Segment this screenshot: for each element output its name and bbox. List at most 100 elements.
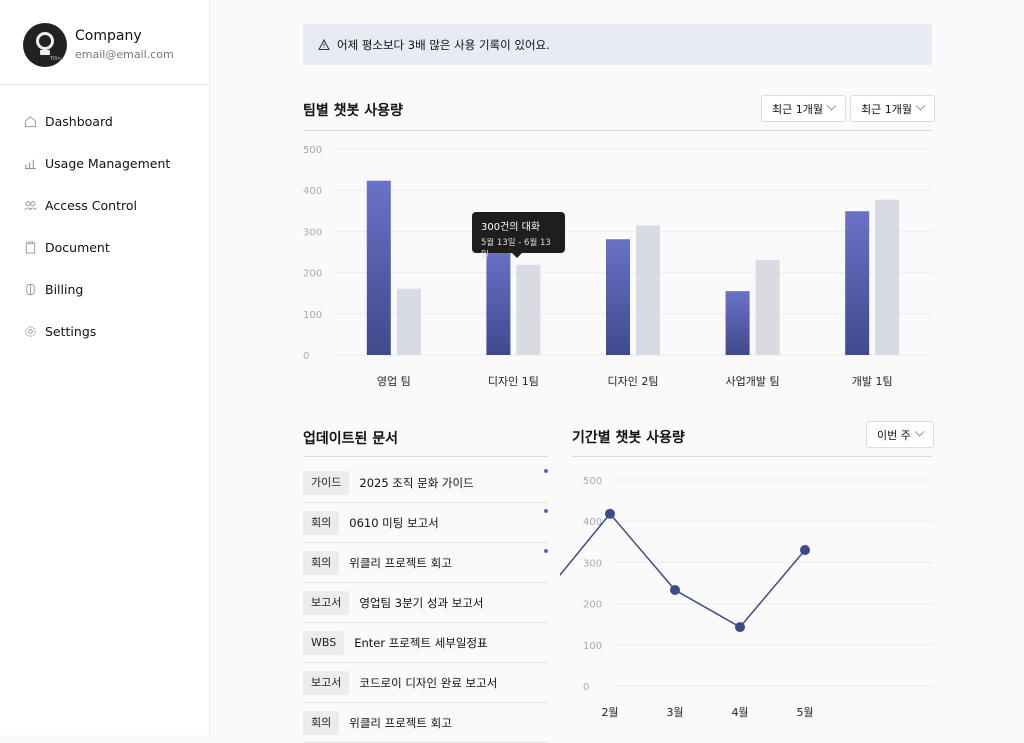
divider xyxy=(303,130,932,131)
y-tick-label: 300 xyxy=(583,558,602,569)
y-tick-label: 400 xyxy=(583,517,602,528)
doc-tag: 보고서 xyxy=(303,670,350,695)
doc-title: Enter 프로젝트 세부일정표 xyxy=(354,635,488,650)
sidebar-item-billing[interactable]: Billing xyxy=(0,268,209,310)
sidebar-item-label: Billing xyxy=(45,281,84,297)
x-tick-label: 2월 xyxy=(601,706,618,719)
divider xyxy=(303,456,548,457)
bar-tooltip: 300건의 대화 5월 13일 - 6월 13일 xyxy=(472,212,565,260)
doc-row[interactable]: 보고서 코드로이 디자인 완료 보고서 xyxy=(303,663,548,703)
doc-tag: WBS xyxy=(303,630,345,655)
sidebar-item-dashboard[interactable]: Dashboard xyxy=(0,100,209,142)
y-tick-label: 0 xyxy=(583,682,589,693)
sidebar-item-label: Settings xyxy=(45,323,97,339)
doc-tag: 회의 xyxy=(303,510,340,535)
sidebar-item-settings[interactable]: Settings xyxy=(0,310,209,352)
clipboard-icon xyxy=(25,240,36,254)
doc-row[interactable]: 회의 0610 미팅 보고서 xyxy=(303,503,548,543)
doc-title: 위클리 프로젝트 회고 xyxy=(349,555,452,570)
bar[interactable] xyxy=(755,260,780,355)
chevron-down-icon xyxy=(914,426,925,437)
doc-row[interactable]: 회의 위클리 프로젝트 회고 xyxy=(303,543,548,583)
sidebar-item-label: Access Control xyxy=(45,197,137,213)
y-tick-label: 0 xyxy=(303,351,309,362)
sidebar-item-label: Dashboard xyxy=(45,113,113,129)
chevron-down-icon xyxy=(826,100,837,111)
bar[interactable] xyxy=(606,239,630,355)
docs-list: 가이드 2025 조직 문화 가이드 회의 0610 미팅 보고서 회의 위클리 프로젝트… xyxy=(303,463,548,743)
x-tick-label: 개발 1팀 xyxy=(852,375,893,388)
doc-tag: 가이드 xyxy=(303,470,350,495)
y-tick-label: 200 xyxy=(583,600,602,611)
doc-tag: 보고서 xyxy=(303,590,350,615)
data-point[interactable] xyxy=(670,585,680,596)
x-tick-label: 사업개발 팀 xyxy=(726,375,780,388)
doc-title: 2025 조직 문화 가이드 xyxy=(359,475,474,490)
sidebar-nav: Dashboard Usage Management Access Contro… xyxy=(0,100,209,352)
y-tick-label: 500 xyxy=(303,145,322,156)
users-icon xyxy=(24,200,37,210)
y-tick-label: 400 xyxy=(303,186,322,197)
bar[interactable] xyxy=(486,248,511,355)
bar[interactable] xyxy=(725,291,750,355)
team-usage-title: 팀별 챗봇 사용량 xyxy=(303,103,403,119)
doc-row[interactable]: 보고서 영업팀 3분기 성과 보고서 xyxy=(303,583,548,623)
data-point[interactable] xyxy=(605,508,615,519)
doc-row[interactable]: 가이드 2025 조직 문화 가이드 xyxy=(303,463,548,503)
doc-title: 0610 미팅 보고서 xyxy=(349,515,439,530)
sidebar-item-usage-management[interactable]: Usage Management xyxy=(0,142,209,184)
tooltip-range: 5월 13일 - 6월 13일 xyxy=(481,238,551,260)
doc-tag: 회의 xyxy=(303,550,340,575)
sidebar-item-label: Usage Management xyxy=(45,155,171,171)
bar[interactable] xyxy=(366,180,391,355)
company-name: Company xyxy=(75,28,142,44)
period-usage-filter[interactable]: 이번 주 xyxy=(866,421,934,448)
team-usage-bar-chart: 0 100 200 300 400 500 영업 팀 디자인 1팀 디자인 2팀 사업개발 팀 개발… xyxy=(303,145,932,388)
bar[interactable] xyxy=(845,211,870,355)
unread-dot xyxy=(544,549,548,553)
doc-row[interactable]: 회의 위클리 프로젝트 회고 xyxy=(303,703,548,743)
x-tick-label: 디자인 2팀 xyxy=(608,375,659,388)
y-tick-label: 500 xyxy=(583,476,602,487)
home-icon xyxy=(24,115,37,127)
alert-text: 어제 평소보다 3배 많은 사용 기록이 있어요. xyxy=(337,37,550,52)
x-tick-label: 5월 xyxy=(796,706,813,719)
doc-title: 위클리 프로젝트 회고 xyxy=(349,715,452,730)
bar[interactable] xyxy=(636,225,660,355)
bar[interactable] xyxy=(516,264,541,355)
unread-dot xyxy=(544,469,548,473)
x-tick-label: 3월 xyxy=(666,706,683,719)
period-usage-line-chart: 01002003004005001월2월3월4월5월 xyxy=(560,476,934,719)
data-point[interactable] xyxy=(735,622,745,633)
team-usage-filter-1[interactable]: 최근 1개월 xyxy=(761,95,846,122)
bar[interactable] xyxy=(875,199,900,355)
team-usage-filter-2[interactable]: 최근 1개월 xyxy=(850,95,935,122)
x-tick-label: 영업 팀 xyxy=(377,375,411,388)
sidebar-item-access-control[interactable]: Access Control xyxy=(0,184,209,226)
gear-icon xyxy=(25,325,36,337)
unread-dot xyxy=(544,509,548,513)
sidebar-item-document[interactable]: Document xyxy=(0,226,209,268)
doc-row[interactable]: WBS Enter 프로젝트 세부일정표 xyxy=(303,623,548,663)
bar-chart-icon xyxy=(24,159,37,169)
x-tick-label: 디자인 1팀 xyxy=(488,375,539,388)
period-usage-title: 기간별 챗봇 사용량 xyxy=(572,430,685,446)
company-email: email@email.com xyxy=(75,48,174,61)
docs-title: 업데이트된 문서 xyxy=(303,431,399,447)
usage-alert: 어제 평소보다 3배 많은 사용 기록이 있어요. xyxy=(303,24,932,65)
sidebar-item-label: Document xyxy=(45,239,110,255)
chevron-down-icon xyxy=(915,100,926,111)
main-content: 어제 평소보다 3배 많은 사용 기록이 있어요. 팀별 챗봇 사용량 최근 1… xyxy=(210,0,1024,743)
tooltip-count: 300건의 대화 xyxy=(481,222,541,233)
x-tick-label: 4월 xyxy=(731,706,748,719)
data-point[interactable] xyxy=(800,545,810,556)
avatar: Tifin xyxy=(23,23,67,67)
doc-tag: 회의 xyxy=(303,710,340,735)
bar[interactable] xyxy=(396,288,421,355)
profile-header[interactable]: Tifin Company email@email.com xyxy=(0,0,209,85)
y-tick-label: 300 xyxy=(303,227,322,238)
doc-title: 영업팀 3분기 성과 보고서 xyxy=(359,595,484,610)
y-tick-label: 100 xyxy=(583,641,602,652)
y-tick-label: 100 xyxy=(303,310,322,321)
y-tick-label: 200 xyxy=(303,269,322,280)
